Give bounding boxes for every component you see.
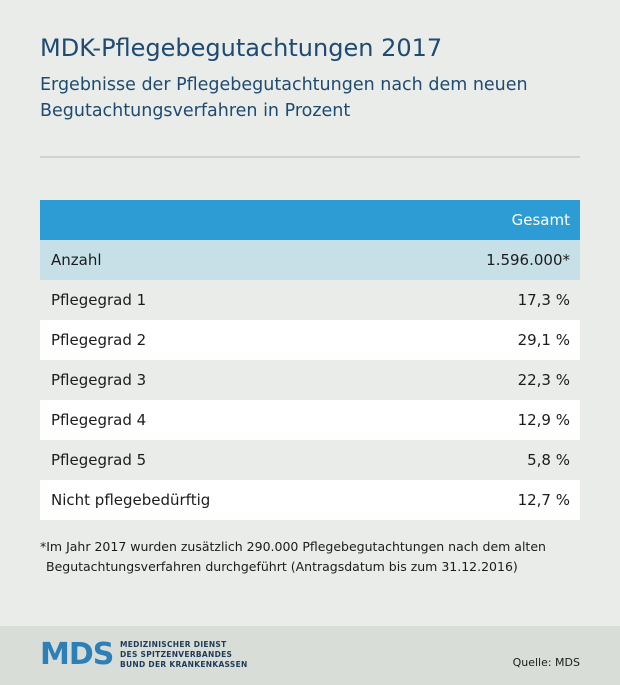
table-header-row: Gesamt <box>40 200 580 240</box>
org-line-2: DES SPITZENVERBANDES <box>120 650 233 659</box>
organization-name: MEDIZINISCHER DIENST DES SPITZENVERBANDE… <box>120 640 248 670</box>
table-row: Nicht pflegebedürftig 12,7 % <box>40 480 580 520</box>
table-row: Pflegegrad 3 22,3 % <box>40 360 580 400</box>
chart-subtitle: Ergebnisse der Pflegebegutachtungen nach… <box>40 75 528 121</box>
org-line-3: BUND DER KRANKENKASSEN <box>120 660 248 669</box>
row-value: 29,1 % <box>517 331 570 349</box>
row-label: Pflegegrad 4 <box>51 411 147 429</box>
row-label: Anzahl <box>51 251 102 269</box>
row-value: 12,9 % <box>517 411 570 429</box>
org-line-1: MEDIZINISCHER DIENST <box>120 640 227 649</box>
row-label: Pflegegrad 5 <box>51 451 147 469</box>
footnote-line-2: Begutachtungsverfahren durchgeführt (Ant… <box>46 559 518 574</box>
table-row: Pflegegrad 4 12,9 % <box>40 400 580 440</box>
row-value: 12,7 % <box>517 491 570 509</box>
mds-logo: MDS <box>40 637 114 672</box>
row-label: Pflegegrad 1 <box>51 291 147 309</box>
row-label: Pflegegrad 2 <box>51 331 147 349</box>
row-value: 1.596.000* <box>486 251 570 269</box>
results-table: Gesamt Anzahl 1.596.000* Pflegegrad 1 17… <box>40 200 580 520</box>
chart-title: MDK-Pflegebegutachtungen 2017 <box>40 34 443 62</box>
footnote-line-1: *Im Jahr 2017 wurden zusätzlich 290.000 … <box>40 539 546 554</box>
table-row: Pflegegrad 5 5,8 % <box>40 440 580 480</box>
row-value: 5,8 % <box>527 451 570 469</box>
row-value: 22,3 % <box>517 371 570 389</box>
row-label: Nicht pflegebedürftig <box>51 491 211 509</box>
column-header-gesamt: Gesamt <box>511 211 570 229</box>
table-row: Anzahl 1.596.000* <box>40 240 580 280</box>
footer: MDS MEDIZINISCHER DIENST DES SPITZENVERB… <box>0 626 620 685</box>
footnote: *Im Jahr 2017 wurden zusätzlich 290.000 … <box>40 537 600 577</box>
source-label: Quelle: MDS <box>512 656 580 669</box>
table-row: Pflegegrad 2 29,1 % <box>40 320 580 360</box>
row-label: Pflegegrad 3 <box>51 371 147 389</box>
table-row: Pflegegrad 1 17,3 % <box>40 280 580 320</box>
row-value: 17,3 % <box>517 291 570 309</box>
divider <box>40 156 580 158</box>
